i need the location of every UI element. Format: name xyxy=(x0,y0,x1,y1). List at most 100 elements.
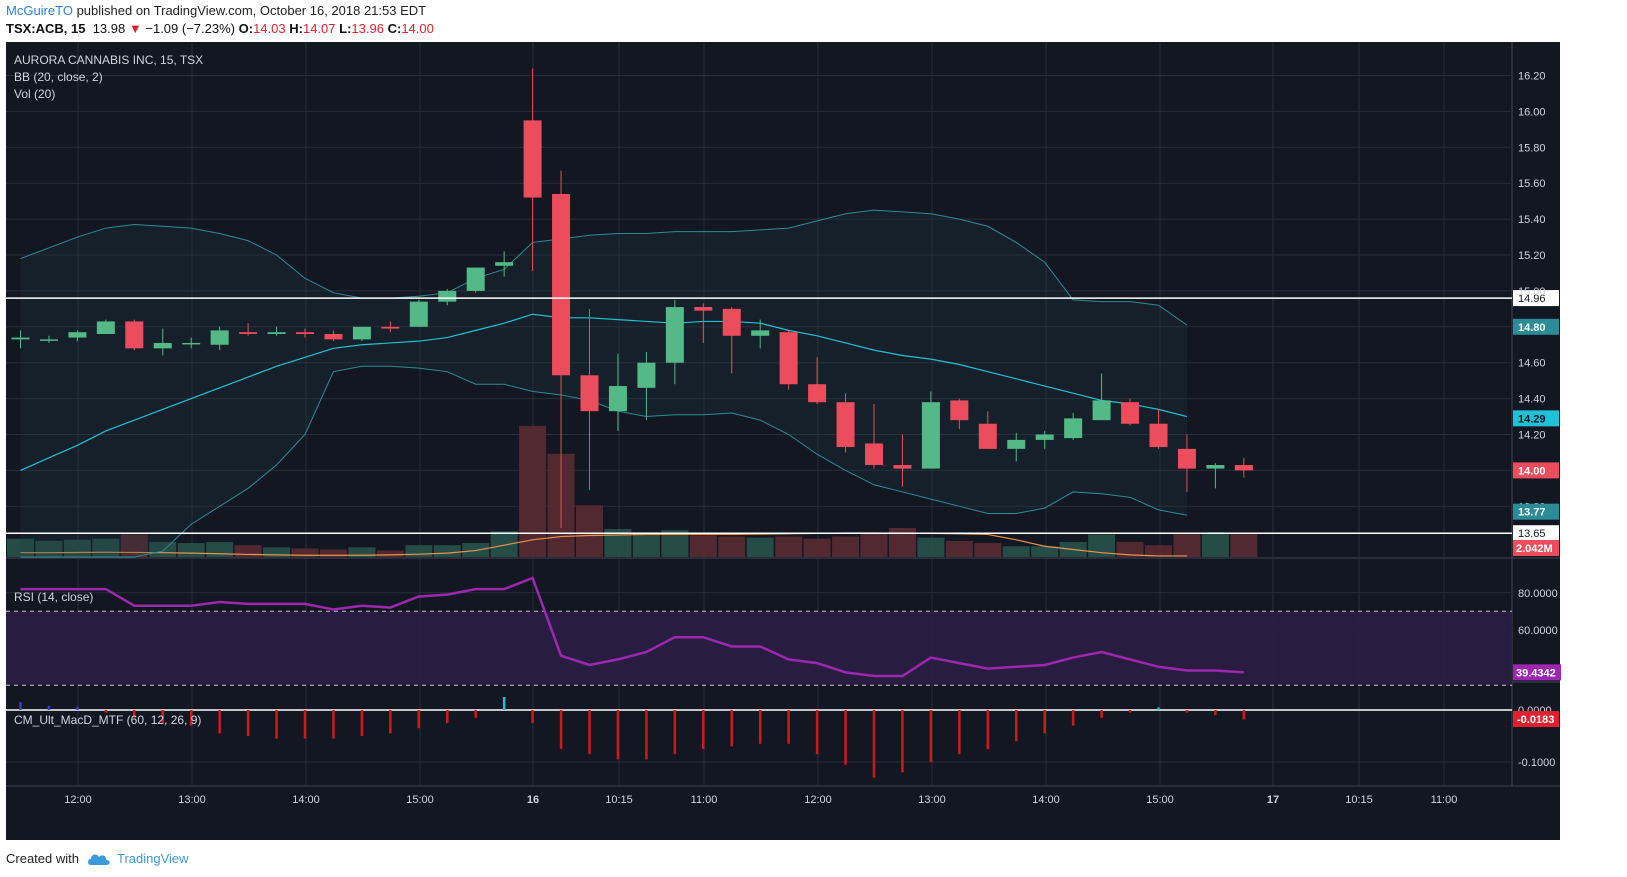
candle-body xyxy=(1064,418,1083,439)
volume-bar xyxy=(234,545,262,557)
candle-body xyxy=(39,339,58,341)
candle-body xyxy=(438,290,457,302)
close-label: C: xyxy=(387,21,402,36)
volume-bar xyxy=(1173,533,1201,557)
level-label: 14.96 xyxy=(1518,293,1546,305)
volume-bar xyxy=(974,543,1002,557)
price-tick-label: 16.20 xyxy=(1518,71,1546,83)
price-tick-label: 15.60 xyxy=(1518,178,1546,190)
candle-body xyxy=(182,342,201,345)
bb-basis-line xyxy=(20,313,1188,471)
time-tick-label: 11:00 xyxy=(1431,794,1458,806)
rsi-pane: 80.0000 60.0000 39.4342 xyxy=(6,576,1561,686)
price-badge xyxy=(1513,410,1559,427)
time-tick-label: 13:00 xyxy=(178,794,206,806)
candle-body xyxy=(694,307,713,311)
volume-bar xyxy=(405,545,433,557)
candle-body xyxy=(125,321,144,349)
volume-badge xyxy=(1513,540,1559,556)
price-badge-label: 14.00 xyxy=(1518,465,1546,477)
volume-bar xyxy=(1201,532,1229,557)
price-badge xyxy=(1513,462,1559,479)
price-tick-label: 14.20 xyxy=(1518,430,1546,442)
candle-body xyxy=(239,332,258,334)
close-value: 14.00 xyxy=(401,21,434,36)
rsi-tick-label: 60.0000 xyxy=(1518,625,1558,637)
candles xyxy=(11,68,1253,528)
footer: Created with TradingView xyxy=(6,851,189,866)
rsi-tick-label: 80.0000 xyxy=(1518,588,1558,600)
volume-bar xyxy=(888,527,916,557)
bb-fill xyxy=(20,210,1187,557)
symbol-label: TSX:ACB, 15 xyxy=(6,21,86,36)
rsi-line xyxy=(20,576,1244,678)
rsi-badge-label: 39.4342 xyxy=(1516,667,1556,679)
candle-body xyxy=(978,423,997,449)
tradingview-link[interactable]: TradingView xyxy=(116,851,189,866)
candle-body xyxy=(153,342,172,349)
volume-bar xyxy=(376,550,404,557)
price-tick-label: 14.60 xyxy=(1518,358,1546,370)
publish-info: McGuireTO published on TradingView.com, … xyxy=(6,3,426,18)
macd-badge-label: -0.0183 xyxy=(1517,714,1554,726)
level-badge xyxy=(1513,525,1559,542)
volume-bar xyxy=(1116,541,1144,557)
volume-bar xyxy=(348,547,376,557)
candle-body xyxy=(11,337,30,340)
publish-text: published on TradingView.com, October 16… xyxy=(76,3,427,18)
time-tick-label: 16 xyxy=(527,794,539,806)
candle-body xyxy=(210,330,229,345)
time-tick-label: 15:00 xyxy=(406,794,434,806)
candle-body xyxy=(865,443,883,466)
time-tick-label: 10:15 xyxy=(605,794,633,806)
price-change: −1.09 (−7.23%) xyxy=(145,21,235,36)
volume-bar xyxy=(689,535,717,557)
candle-body xyxy=(637,362,656,388)
time-tick-label: 12:00 xyxy=(804,794,832,806)
level-label: 13.65 xyxy=(1518,528,1546,540)
legend-vol: Vol (20) xyxy=(14,87,55,101)
volume-bar xyxy=(263,547,291,557)
price-badge-label: 14.29 xyxy=(1518,413,1546,425)
volume-bar xyxy=(718,536,746,557)
price-badge-label: 13.77 xyxy=(1518,507,1546,519)
price-tick-label: 15.80 xyxy=(1518,142,1546,154)
volume-bar xyxy=(177,543,205,557)
legend-rsi: RSI (14, close) xyxy=(14,590,93,604)
open-label: O: xyxy=(238,21,254,36)
candle-body xyxy=(608,386,627,412)
volume-bar xyxy=(206,541,234,557)
volume-bar xyxy=(917,537,945,557)
macd-badge xyxy=(1513,711,1559,727)
price-tick-label: 15.20 xyxy=(1518,250,1546,262)
time-tick-label: 15:00 xyxy=(1146,794,1174,806)
volume-ma-line xyxy=(20,532,1187,557)
time-tick-label: 11:00 xyxy=(691,794,718,806)
volume-bar xyxy=(120,534,148,557)
macd-pane: 0.0000-0.1000-0.0183 xyxy=(6,697,1559,778)
volume-bar xyxy=(319,549,347,557)
volume-bar xyxy=(632,532,660,557)
last-price: 13.98 xyxy=(92,21,126,36)
low-value: 13.96 xyxy=(351,21,384,36)
price-tick-label: 15.00 xyxy=(1518,286,1546,298)
bollinger-bands xyxy=(20,209,1188,558)
volume-bar xyxy=(490,531,518,557)
candle-body xyxy=(1121,402,1140,424)
candle-body xyxy=(324,333,343,340)
author-link[interactable]: McGuireTO xyxy=(6,3,73,18)
volume-bar xyxy=(1002,546,1030,557)
candle-body xyxy=(1149,423,1168,448)
candle-body xyxy=(893,465,912,469)
volume-bar xyxy=(803,538,831,557)
candle-body xyxy=(352,326,371,340)
candle-body xyxy=(495,262,514,266)
volume-bar xyxy=(576,505,603,557)
candle-body xyxy=(409,301,428,327)
candle-body xyxy=(751,330,770,336)
volume-bar xyxy=(519,425,547,557)
price-tick-label: 16.00 xyxy=(1518,106,1546,118)
candle-body xyxy=(779,332,798,385)
tradingview-cloud-icon xyxy=(87,854,110,865)
